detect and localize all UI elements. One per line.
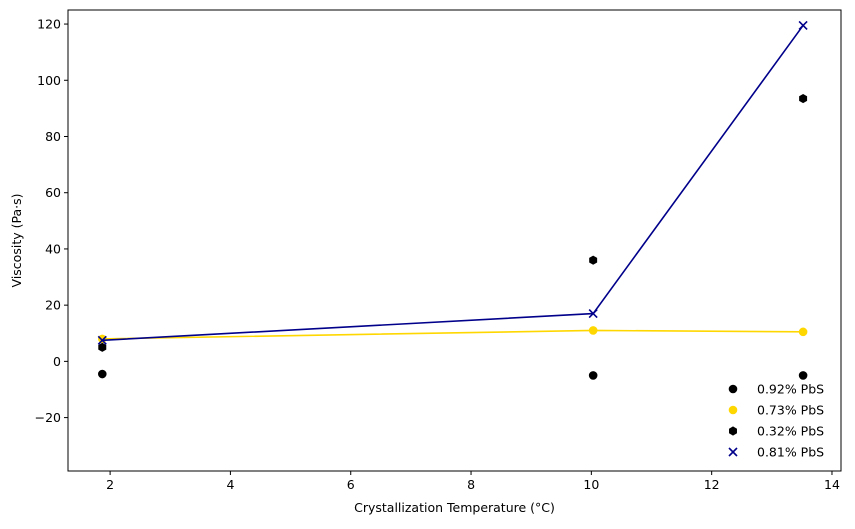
data-point [589, 255, 598, 265]
legend-marker [728, 384, 738, 394]
series-line [102, 24, 804, 342]
y-tick-label: 20 [45, 298, 61, 313]
data-point [97, 335, 107, 345]
series-layer [97, 20, 808, 380]
legend: 0.92% PbS 0.73% PbS 0.32% PbS 0.81% PbS [728, 382, 824, 460]
legend-item: 0.81% PbS [728, 445, 824, 460]
x-tick-label: 8 [467, 477, 475, 492]
y-tick-label: 100 [37, 73, 61, 88]
x-tick-label: 10 [583, 477, 599, 492]
x-axis: 2 4 6 8 10 12 14 [106, 471, 840, 492]
y-tick-label: 60 [45, 185, 61, 200]
y-tick-label: 40 [45, 241, 61, 256]
x-tick-label: 4 [226, 477, 234, 492]
data-point [588, 309, 598, 319]
plot-frame [67, 9, 842, 472]
x-marker-stroke [588, 309, 598, 319]
x-tick-label: 14 [824, 477, 840, 492]
x-marker-stroke [97, 335, 107, 345]
x-tick-label: 2 [106, 477, 114, 492]
legend-item: 0.92% PbS [728, 382, 824, 397]
legend-label: 0.73% PbS [757, 403, 824, 418]
x-tick-label: 6 [347, 477, 355, 492]
data-point [798, 371, 808, 380]
y-tick-label: 120 [37, 17, 61, 32]
data-point [97, 369, 107, 379]
y-tick-label: 0 [53, 354, 61, 369]
legend-marker [728, 405, 738, 415]
data-point [799, 93, 808, 104]
legend-item: 0.73% PbS [728, 403, 824, 418]
data-point [798, 20, 808, 31]
x-axis-label: Crystallization Temperature (°C) [354, 500, 555, 515]
y-tick-label: 80 [45, 129, 61, 144]
data-point [798, 327, 808, 337]
x-marker-stroke [728, 447, 738, 457]
x-marker-stroke [798, 20, 808, 31]
data-point [98, 342, 107, 352]
legend-label: 0.32% PbS [757, 424, 824, 439]
series-0 [97, 369, 808, 380]
legend-label: 0.81% PbS [757, 445, 824, 460]
x-tick-label: 12 [704, 477, 720, 492]
series-1 [97, 326, 808, 344]
series-2 [98, 93, 808, 352]
series-3 [97, 20, 808, 345]
y-tick-label: −20 [35, 410, 61, 425]
legend-label: 0.92% PbS [757, 382, 824, 397]
y-axis: −20 0 20 40 60 80 100 120 [35, 17, 68, 425]
data-point [97, 334, 107, 344]
legend-marker [728, 447, 738, 457]
data-point [588, 371, 598, 380]
legend-item: 0.32% PbS [729, 424, 824, 439]
data-point [588, 326, 598, 335]
y-axis-label: Viscosity (Pa·s) [9, 194, 24, 288]
legend-marker [729, 426, 737, 436]
